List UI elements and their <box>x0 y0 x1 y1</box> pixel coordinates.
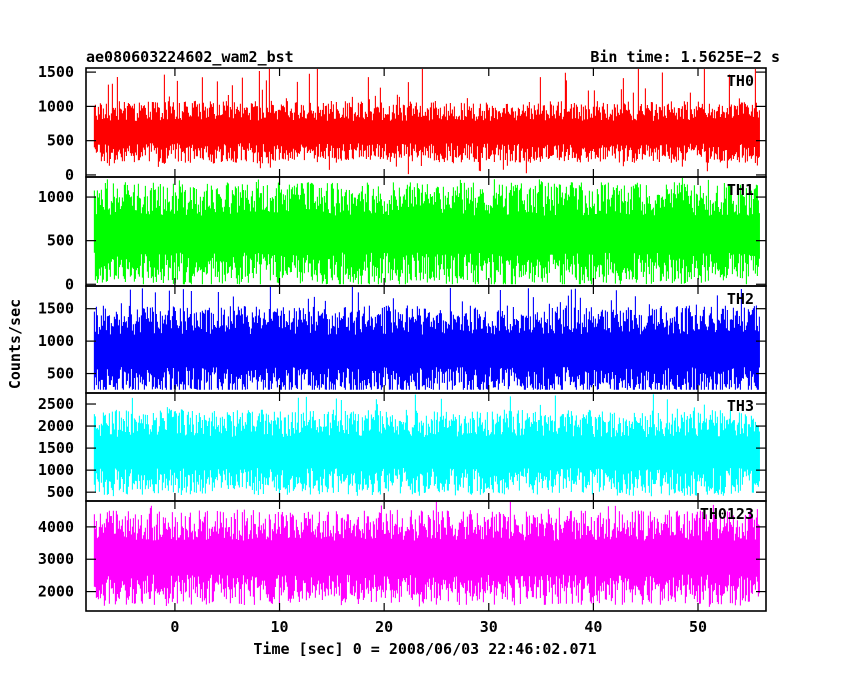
panel-th0: 0 500 1000 1500 TH0 <box>38 63 767 184</box>
y-tick-label: 500 <box>47 483 74 501</box>
y-tick-label: 2500 <box>38 395 74 413</box>
y-tick-label: 0 <box>65 166 74 184</box>
series-trace-th2 <box>93 287 760 390</box>
y-tick-label: 1500 <box>38 63 74 81</box>
x-tick-label: 40 <box>584 618 602 636</box>
panel-label: TH0 <box>727 72 754 90</box>
series-trace-th1 <box>93 178 760 285</box>
series-trace-th0123 <box>93 502 760 607</box>
panel-th0123: 2000 3000 4000 0 10 20 30 40 50 TH0123 <box>38 500 767 636</box>
y-tick-label: 1000 <box>38 332 74 350</box>
y-tick-label: 500 <box>47 132 74 150</box>
series-trace-th3 <box>93 394 760 497</box>
chart-title-left: ae080603224602_wam2_bst <box>86 48 294 66</box>
y-tick-label: 3000 <box>38 550 74 568</box>
y-tick-label: 1000 <box>38 461 74 479</box>
series-trace-th0 <box>93 69 760 175</box>
y-tick-label: 0 <box>65 275 74 293</box>
chart-title-right: Bin time: 1.5625E−2 s <box>590 48 780 66</box>
y-tick-label: 2000 <box>38 583 74 601</box>
panel-label: TH2 <box>727 290 754 308</box>
x-tick-label: 20 <box>375 618 393 636</box>
y-axis-label: Counts/sec <box>6 299 24 389</box>
x-tick-label: 50 <box>689 618 707 636</box>
y-tick-label: 1000 <box>38 188 74 206</box>
y-tick-label: 1500 <box>38 300 74 318</box>
panel-th1: 0 500 1000 TH1 <box>38 176 767 293</box>
x-tick-label: 30 <box>480 618 498 636</box>
panel-label: TH1 <box>727 181 754 199</box>
y-tick-label: 2000 <box>38 417 74 435</box>
y-tick-label: 1500 <box>38 439 74 457</box>
x-tick-label: 0 <box>170 618 179 636</box>
panel-label: TH0123 <box>700 505 754 523</box>
panel-frame <box>85 500 767 612</box>
x-axis-label: Time [sec] 0 = 2008/06/03 22:46:02.071 <box>253 640 596 658</box>
panel-th3: 500 1000 1500 2000 2500 TH3 <box>38 392 767 502</box>
y-tick-label: 4000 <box>38 518 74 536</box>
panel-label: TH3 <box>727 397 754 415</box>
y-tick-label: 500 <box>47 232 74 250</box>
x-tick-label: 10 <box>271 618 289 636</box>
y-tick-label: 500 <box>47 365 74 383</box>
y-tick-label: 1000 <box>38 97 74 115</box>
panel-th2: 500 1000 1500 TH2 <box>38 285 767 394</box>
